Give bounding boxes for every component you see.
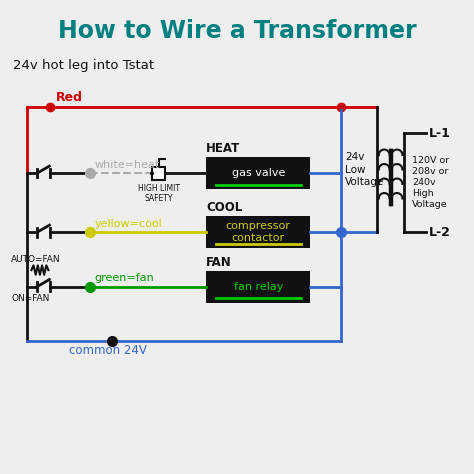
- Text: gas valve: gas valve: [232, 168, 285, 178]
- Text: Red: Red: [56, 91, 83, 104]
- Text: fan relay: fan relay: [234, 282, 283, 292]
- Text: FAN: FAN: [206, 255, 232, 269]
- Text: common 24V: common 24V: [69, 344, 147, 357]
- Text: How to Wire a Transformer: How to Wire a Transformer: [58, 19, 416, 44]
- Text: AUTO=FAN: AUTO=FAN: [11, 255, 61, 264]
- Bar: [206, 157, 310, 189]
- Text: 24v
Low
Voltage: 24v Low Voltage: [345, 152, 384, 187]
- Text: L-2: L-2: [428, 226, 450, 239]
- Text: 120V or
208v or
240v
High
Voltage: 120V or 208v or 240v High Voltage: [412, 156, 449, 210]
- Bar: [206, 271, 310, 303]
- Text: white=heat: white=heat: [94, 160, 160, 170]
- Text: HIGH LIMIT
SAFETY: HIGH LIMIT SAFETY: [137, 183, 180, 203]
- Text: compressor
contactor: compressor contactor: [226, 221, 291, 243]
- Text: ON=FAN: ON=FAN: [11, 294, 49, 303]
- Text: COOL: COOL: [206, 201, 243, 214]
- Text: HEAT: HEAT: [206, 142, 240, 155]
- Text: yellow=cool: yellow=cool: [94, 219, 162, 228]
- Bar: [152, 166, 165, 180]
- Text: green=fan: green=fan: [94, 273, 154, 283]
- Text: 24v hot leg into Tstat: 24v hot leg into Tstat: [12, 59, 154, 73]
- Text: L-1: L-1: [428, 127, 450, 139]
- Bar: [206, 216, 310, 248]
